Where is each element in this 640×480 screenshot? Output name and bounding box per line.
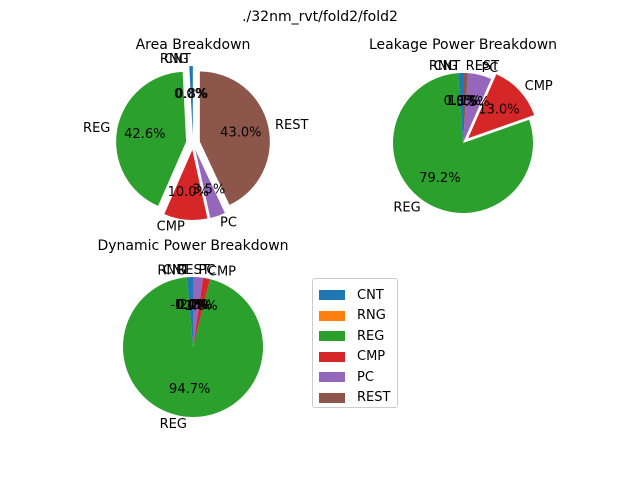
legend-swatch-reg xyxy=(319,331,345,341)
leakage-wedge-cmp xyxy=(468,74,535,139)
leakage-label-rng: RNG xyxy=(429,59,458,74)
dynamic-pct-pc: 2.3% xyxy=(180,298,213,313)
dynamic-wedge-reg xyxy=(123,277,264,418)
dynamic-pct-rng: -0.0% xyxy=(170,298,208,313)
leakage-label-pc: PC xyxy=(481,61,498,76)
area-wedge-rest xyxy=(199,71,270,205)
dynamic-pct-reg: 94.7% xyxy=(169,382,210,397)
dynamic-wedge-cnt xyxy=(186,277,193,347)
leakage-wedge-cnt xyxy=(458,73,463,143)
area-label-rng: RNG xyxy=(160,52,189,67)
legend-swatch-pc xyxy=(319,372,345,382)
dynamic-wedge-pc xyxy=(193,277,204,347)
legend: CNT RNG REG CMP PC REST xyxy=(312,278,398,408)
legend-swatch-cmp xyxy=(319,351,345,362)
legend-swatch-cnt xyxy=(319,290,345,300)
legend-item-reg: REG xyxy=(319,326,384,346)
legend-item-pc: PC xyxy=(319,367,374,387)
leakage-pct-rest: 1.1% xyxy=(448,94,481,109)
leakage-label-rest: REST xyxy=(466,59,499,74)
area-wedge-cmp xyxy=(164,149,208,220)
legend-swatch-rng xyxy=(319,310,345,321)
leakage-pct-cmp: 13.0% xyxy=(478,103,519,118)
area-label-cmp: CMP xyxy=(157,220,185,235)
dynamic-label-reg: REG xyxy=(160,417,187,432)
leakage-label-cmp: CMP xyxy=(525,79,553,94)
legend-label-cmp: CMP xyxy=(357,349,386,364)
legend-item-rest: REST xyxy=(319,388,390,408)
dynamic-chart-title: Dynamic Power Breakdown xyxy=(97,238,288,254)
area-chart-title: Area Breakdown xyxy=(136,37,251,53)
leakage-label-reg: REG xyxy=(393,200,420,215)
area-pct-rest: 43.0% xyxy=(220,125,261,140)
dynamic-pct-cnt: 1.4% xyxy=(175,298,208,313)
dynamic-wedge-cmp xyxy=(193,277,210,347)
leakage-wedge-rest xyxy=(463,73,468,143)
area-label-rest: REST xyxy=(275,118,308,133)
dynamic-label-rest: REST xyxy=(176,263,209,278)
legend-label-rng: RNG xyxy=(357,308,386,323)
dynamic-pct-rest: 0.0% xyxy=(176,298,209,313)
area-label-reg: REG xyxy=(83,121,110,136)
legend-label-reg: REG xyxy=(357,328,385,344)
leakage-wedge-reg xyxy=(393,73,534,214)
dynamic-label-cmp: CMP xyxy=(208,264,236,279)
dynamic-label-pc: PC xyxy=(199,263,216,278)
area-pct-cnt: 0.8% xyxy=(175,87,208,102)
leakage-pie-chart: Leakage Power Breakdown CNT 1.1% RNG 0.0% RE… xyxy=(369,37,557,215)
leakage-wedge-pc xyxy=(463,73,492,143)
area-pct-reg: 42.6% xyxy=(124,127,165,142)
legend-swatch-rest xyxy=(319,392,345,403)
area-pie-chart: Area Breakdown CNT 0.8% RNG 0.0% REG 42.6% CMP… xyxy=(83,37,308,235)
dynamic-label-cnt: CNT xyxy=(163,263,190,278)
leakage-pct-pc: 5.5% xyxy=(457,95,490,110)
area-pct-cmp: 10.0% xyxy=(168,185,209,200)
area-pct-pc: 3.5% xyxy=(192,182,225,197)
leakage-chart-title: Leakage Power Breakdown xyxy=(369,37,557,53)
area-wedge-cnt xyxy=(189,66,193,137)
area-label-pc: PC xyxy=(220,216,237,231)
dynamic-label-rng: RNG xyxy=(157,263,186,278)
leakage-pct-cnt: 1.1% xyxy=(445,94,478,109)
legend-label-cnt: CNT xyxy=(357,287,384,303)
area-label-cnt: CNT xyxy=(164,52,191,67)
area-wedge-reg xyxy=(116,71,187,206)
legend-item-cnt: CNT xyxy=(319,285,384,305)
legend-item-rng: RNG xyxy=(319,306,386,326)
area-wedge-pc xyxy=(195,149,225,218)
dynamic-pie-chart: Dynamic Power Breakdown CNT 1.4% RNG -0.0% R… xyxy=(97,238,288,432)
leakage-label-cnt: CNT xyxy=(434,59,461,74)
legend-item-cmp: CMP xyxy=(319,347,385,367)
legend-label-rest: REST xyxy=(357,390,391,405)
area-pct-rng: 0.0% xyxy=(174,87,207,102)
leakage-pct-reg: 79.2% xyxy=(419,171,460,186)
leakage-pct-rng: 0.0% xyxy=(444,94,477,109)
legend-label-pc: PC xyxy=(357,369,374,385)
figure-suptitle: ./32nm_rvt/fold2/fold2 xyxy=(242,9,398,25)
dynamic-pct-cmp: 1.6% xyxy=(185,299,218,314)
